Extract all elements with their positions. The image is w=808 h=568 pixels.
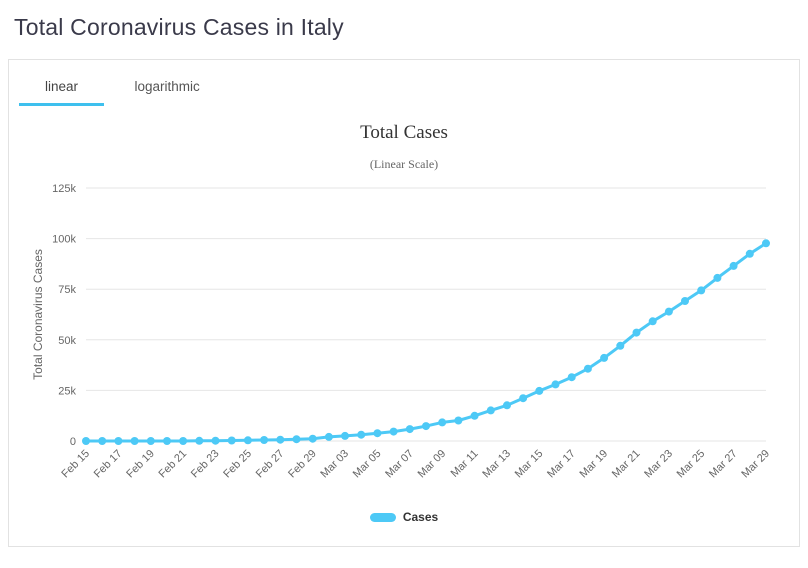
cases-series-marker-icon [369,512,396,522]
data-point [648,317,657,326]
x-tick-label: Mar 29 [739,448,772,481]
y-tick-label: 100k [52,234,76,246]
data-point [260,436,269,444]
data-point [681,297,689,305]
y-axis-title: Total Coronavirus Cases [31,249,45,380]
data-point [454,416,463,425]
tab-logarithmic[interactable]: logarithmic [134,79,200,94]
data-point [243,436,252,445]
x-tick-label: Feb 21 [157,448,190,481]
x-tick-label: Mar 07 [383,448,416,481]
data-point [130,437,139,445]
x-tick-label: Feb 19 [124,448,157,481]
data-point [697,286,706,295]
data-point [664,307,673,316]
x-tick-label: Feb 15 [59,448,92,481]
x-tick-label: Mar 11 [449,448,481,480]
data-point [195,436,204,445]
data-point [324,432,333,441]
x-tick-label: Feb 29 [286,448,319,481]
data-point [389,427,398,436]
x-tick-label: Mar 17 [545,448,578,481]
x-tick-label: Feb 27 [254,448,287,481]
data-point [227,436,236,445]
page-title: Total Coronavirus Cases in Italy [14,14,344,40]
data-point [276,435,285,444]
legend-label: Cases [402,510,439,524]
data-point [519,394,528,403]
y-tick-label: 0 [70,436,76,448]
data-point [179,437,188,445]
y-tick-label: 125k [52,183,76,195]
data-point [422,422,430,431]
data-point [535,386,544,395]
data-point [211,436,220,445]
data-point [762,239,770,248]
data-point [567,373,576,382]
x-tick-label: Mar 13 [480,448,513,481]
chart-subtitle: (Linear Scale) [369,157,439,171]
data-point [486,406,495,415]
data-point [745,249,754,258]
data-point [438,418,447,427]
x-tick-label: Mar 09 [416,448,449,481]
data-point [114,437,123,445]
x-tick-label: Mar 27 [707,448,740,481]
x-tick-label: Feb 25 [221,448,254,481]
y-tick-label: 25k [58,385,76,397]
data-point [729,261,738,270]
data-point [616,341,625,350]
x-tick-label: Feb 17 [92,448,125,481]
data-point [470,411,479,420]
x-tick-label: Mar 23 [642,448,675,481]
data-point [341,431,349,440]
legend-item-cases[interactable]: Cases [9,510,799,524]
data-point [357,430,366,439]
data-point [163,437,171,445]
scale-tabs: linear logarithmic [9,60,799,106]
x-tick-label: Mar 15 [513,448,546,481]
x-tick-label: Mar 05 [351,448,384,481]
data-point [292,435,301,444]
data-point [583,364,592,373]
chart-card: linear logarithmic Total Cases (Linear S… [8,59,800,547]
data-point [405,425,414,434]
x-tick-label: Mar 19 [578,448,611,481]
y-tick-label: 50k [58,335,76,347]
data-point [82,437,90,445]
chart-header: Total Cases (Linear Scale) [9,122,799,172]
tab-linear[interactable]: linear [19,68,105,106]
data-point [632,328,641,337]
data-point [713,273,722,282]
cases-series-line [84,241,768,443]
data-point [98,437,107,445]
data-point [146,437,155,445]
plot-area: 0 25k 50k 75k 100k 125k Feb 15 Feb 17 Feb 19 Feb … [9,178,799,508]
x-tick-label: Mar 25 [675,448,708,481]
x-tick-label: Mar 21 [610,448,643,481]
x-tick-label: Feb 23 [189,448,222,481]
y-tick-label: 75k [58,284,76,296]
chart-title: Total Cases [360,122,448,143]
data-point [373,429,382,438]
data-point [551,380,560,389]
x-tick-label: Mar 03 [318,448,351,481]
data-point [503,401,511,410]
data-point [600,353,609,362]
data-point [308,434,317,443]
